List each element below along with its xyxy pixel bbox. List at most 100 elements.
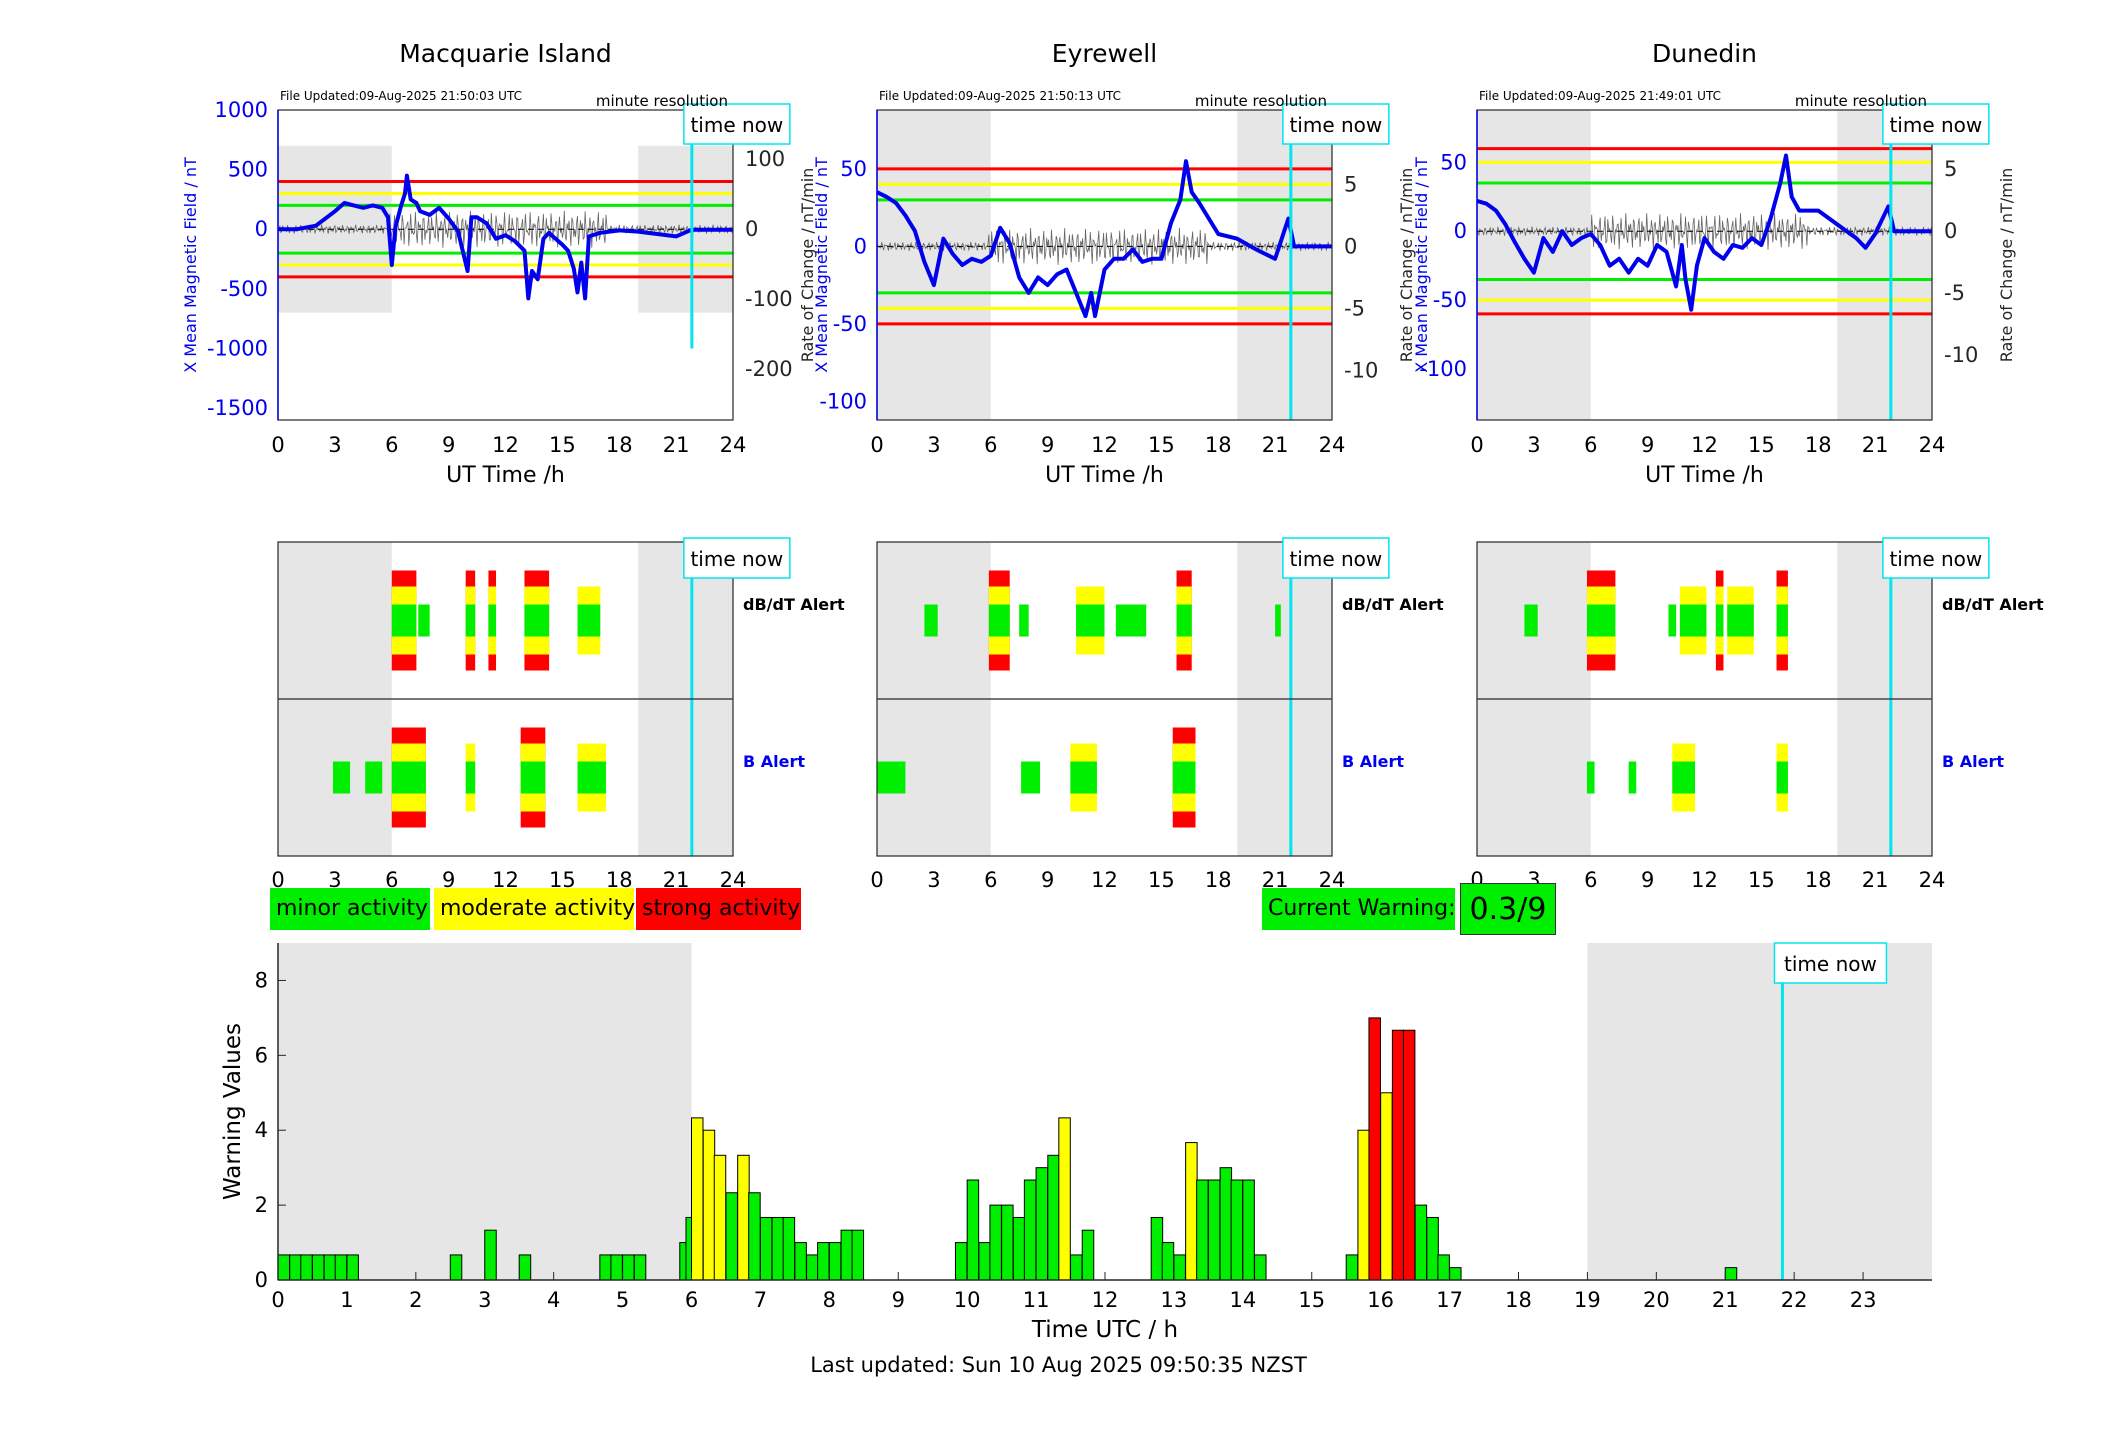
time-now-box [1773, 942, 1888, 984]
x-tick-label: 12 [1691, 433, 1718, 457]
x-tick-label: 23 [1850, 1288, 1877, 1312]
station-panel-1: Eyrewell time now File Updated:09-Aug-2025… [812, 39, 1444, 892]
bar-minor [323, 1254, 337, 1281]
x-tick-label: 1 [340, 1288, 353, 1312]
x-tick-label: 15 [549, 433, 576, 457]
dbdt-alert-block-minor [1076, 604, 1105, 637]
bar-minor [1023, 1179, 1037, 1281]
bar-minor [1207, 1179, 1221, 1281]
x-tick-label: 4 [547, 1288, 560, 1312]
bar-minor [484, 1229, 497, 1281]
bar-minor [633, 1254, 647, 1281]
resolution-label: minute resolution [596, 92, 728, 110]
left-axis-label: X Mean Magnetic Field / nT [812, 157, 831, 373]
field-chart: time now File Updated:09-Aug-2025 21:50:0… [181, 89, 817, 488]
bar-strong [1368, 1017, 1381, 1281]
current-warning-value-text: 0.3/9 [1469, 892, 1547, 927]
y-tick-label: 8 [255, 968, 268, 992]
time-now-label: time now [1889, 113, 1982, 137]
x-tick-label: 12 [1092, 1288, 1119, 1312]
bar-minor [599, 1254, 612, 1281]
bar-moderate [1058, 1117, 1071, 1281]
legend-minor-activity: minor activity [270, 888, 430, 930]
b-alert-block-minor [365, 761, 383, 794]
file-updated: File Updated:09-Aug-2025 21:49:01 UTC [1479, 89, 1721, 103]
bar-minor [978, 1242, 991, 1281]
night-shading [1837, 110, 1932, 420]
left-tick-label: -100 [819, 389, 867, 413]
time-now-box [1282, 537, 1390, 579]
b-alert-block-minor [1672, 761, 1696, 794]
x-tick-label: 24 [1919, 433, 1946, 457]
x-tick-label: 8 [823, 1288, 836, 1312]
x-tick-label: 6 [984, 868, 997, 892]
station-panel-2: Dunedin time now File Updated:09-Aug-2025 … [1412, 39, 2044, 892]
bar-minor [1242, 1179, 1255, 1281]
b-alert-block-minor [391, 761, 426, 794]
file-updated: File Updated:09-Aug-2025 21:50:13 UTC [879, 89, 1121, 103]
bar-minor [1035, 1167, 1049, 1281]
right-tick-label: -100 [745, 287, 793, 311]
b-alert-block-minor [1586, 761, 1595, 794]
dbdt-alert-label: dB/dT Alert [1342, 595, 1444, 614]
x-tick-label: 7 [754, 1288, 767, 1312]
bar-moderate [1357, 1129, 1370, 1281]
x-tick-label: 18 [1805, 868, 1832, 892]
x-tick-label: 6 [1584, 868, 1597, 892]
bar-minor [610, 1254, 623, 1281]
dbdt-alert-block-minor [391, 604, 417, 637]
left-tick-label: -500 [220, 277, 268, 301]
bar-minor [725, 1192, 738, 1281]
x-tick-label: 15 [1148, 433, 1175, 457]
x-axis-label: UT Time /h [446, 463, 565, 488]
right-axis-label: Rate of Change / nT/min [798, 168, 817, 363]
night-shading [1837, 699, 1932, 856]
x-tick-label: 21 [1862, 433, 1889, 457]
dbdt-alert-block-minor [1668, 604, 1677, 637]
b-alert-block-minor [1172, 761, 1196, 794]
x-tick-label: 24 [1919, 868, 1946, 892]
right-tick-label: 0 [745, 217, 758, 241]
time-now-box [1282, 103, 1390, 145]
night-shading [278, 943, 692, 1280]
field-trace [1476, 153, 1932, 312]
bar-minor [782, 1216, 796, 1281]
bar-minor [794, 1242, 807, 1281]
rate-of-change-trace [876, 227, 1333, 265]
bar-minor [954, 1242, 968, 1281]
x-axis-label: UT Time /h [1045, 463, 1164, 488]
x-tick-label: 12 [492, 433, 519, 457]
x-tick-label: 12 [1691, 868, 1718, 892]
b-alert-block-minor [1628, 761, 1637, 794]
y-tick-label: 2 [255, 1193, 268, 1217]
dbdt-alert-block-minor [465, 604, 476, 637]
bar-minor [1161, 1242, 1175, 1281]
x-tick-label: 24 [1319, 433, 1346, 457]
b-alert-block-minor [465, 761, 476, 794]
right-tick-label: -10 [1944, 343, 1978, 367]
bar-minor [840, 1229, 854, 1281]
x-tick-label: 18 [1205, 433, 1232, 457]
x-tick-label: 11 [1023, 1288, 1050, 1312]
b-alert-block-minor [332, 761, 351, 794]
dbdt-alert-block-minor [1176, 604, 1192, 637]
y-axis-label: Warning Values [220, 1023, 246, 1200]
bar-moderate [702, 1129, 716, 1281]
right-tick-label: -10 [1344, 358, 1378, 382]
left-axis-label: X Mean Magnetic Field / nT [181, 157, 200, 373]
dbdt-alert-block-minor [924, 604, 938, 637]
right-tick-label: -5 [1944, 281, 1965, 305]
bar-moderate [691, 1117, 704, 1281]
bar-minor [1345, 1254, 1359, 1281]
bar-minor [1173, 1254, 1186, 1281]
right-tick-label: 5 [1344, 172, 1357, 196]
bar-minor [1437, 1254, 1450, 1281]
x-tick-label: 21 [663, 433, 690, 457]
bar-minor [1012, 1216, 1026, 1281]
bar-minor [1001, 1204, 1014, 1281]
file-updated: File Updated:09-Aug-2025 21:50:03 UTC [280, 89, 522, 103]
time-now-box [683, 103, 791, 145]
bar-strong [1402, 1029, 1416, 1281]
